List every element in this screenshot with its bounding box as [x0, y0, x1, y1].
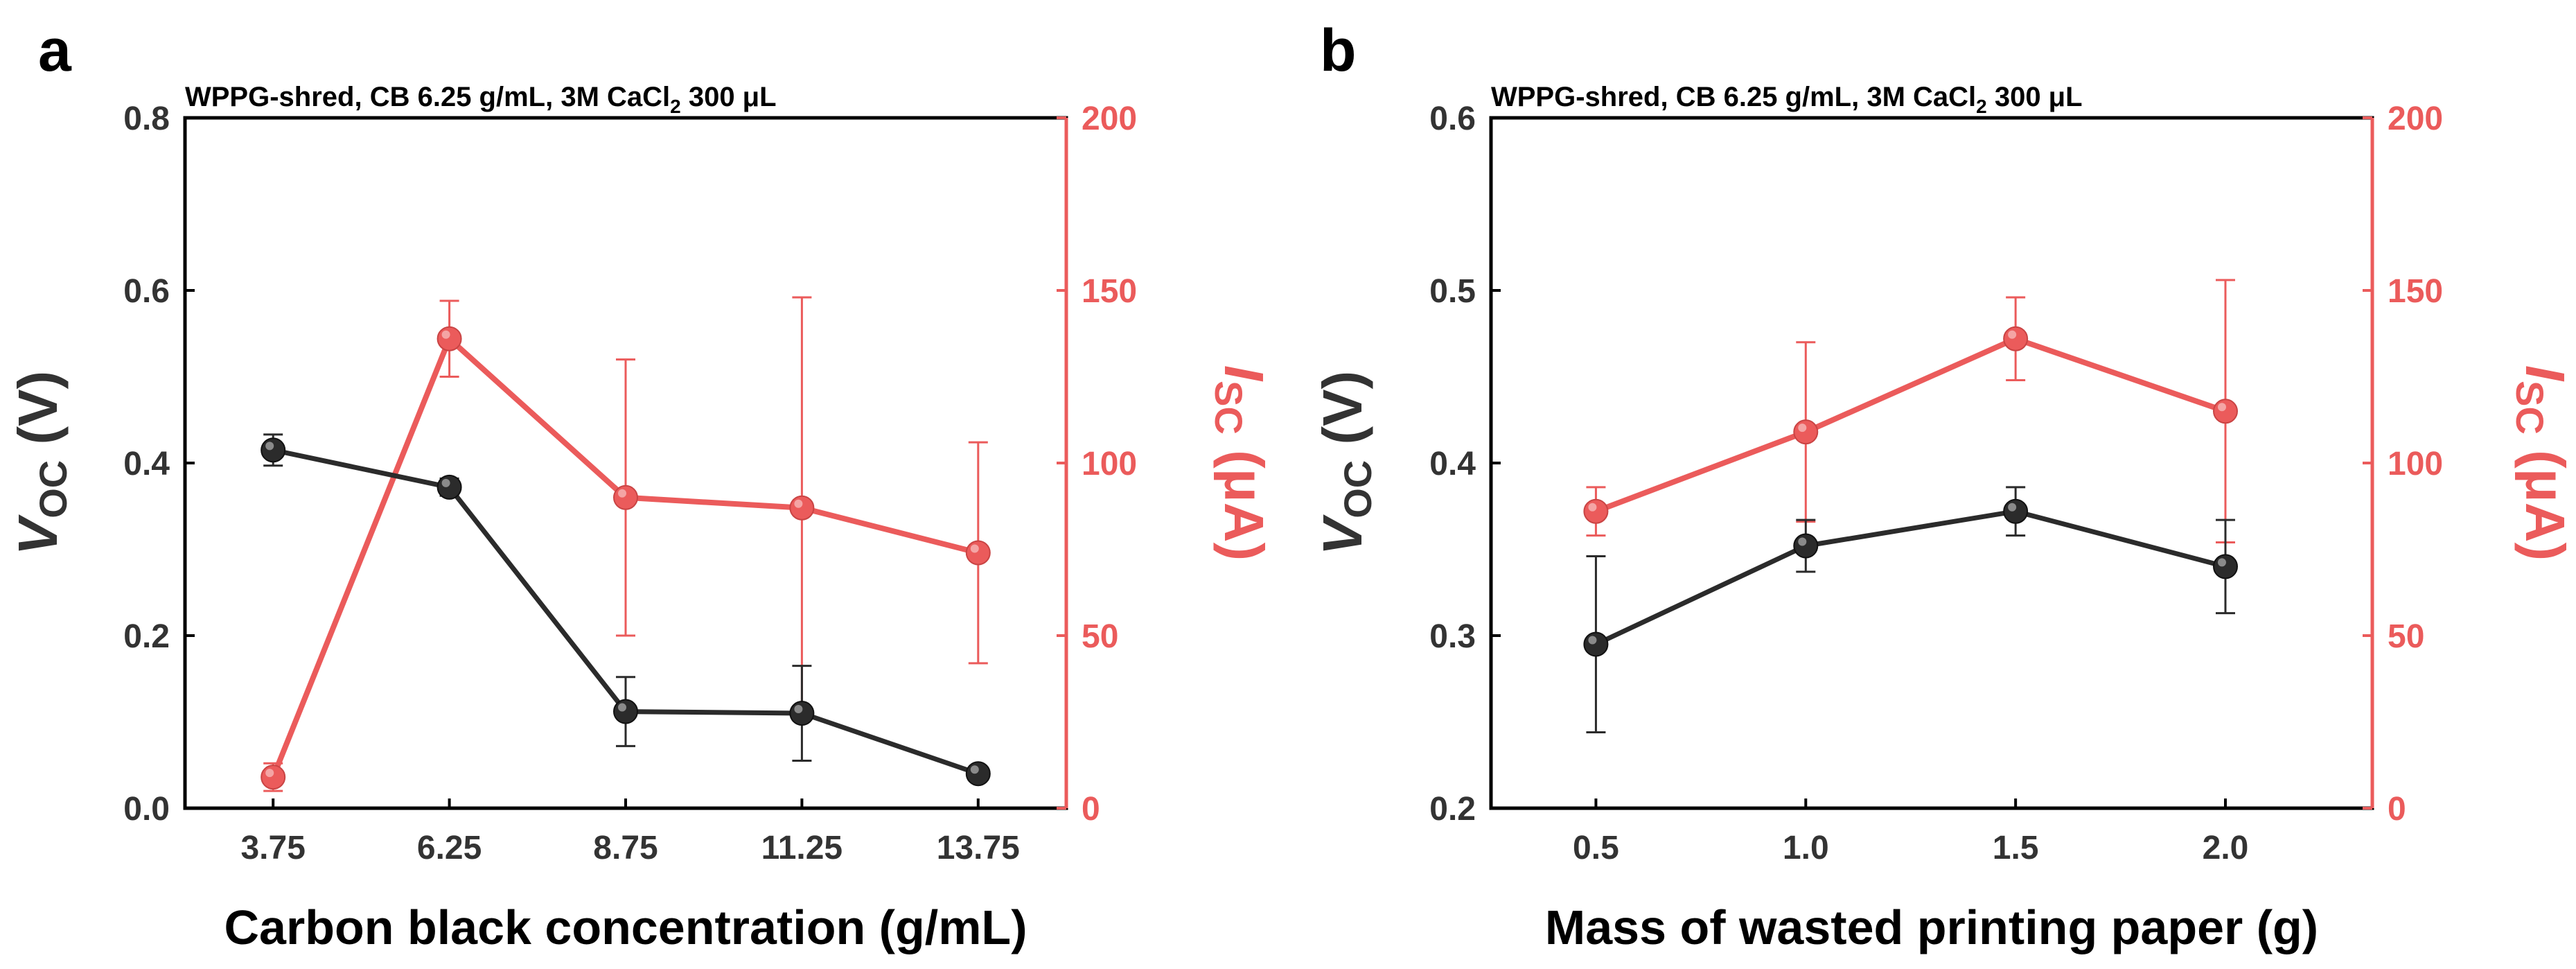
x-tick-label: 8.75 [593, 830, 658, 866]
x-tick-label: 6.25 [417, 830, 482, 866]
y2-tick-label: 0 [1082, 791, 1100, 828]
voc-data-point [2003, 498, 2029, 524]
voc-data-point [789, 701, 815, 726]
isc-marker-highlight [1798, 424, 1807, 433]
isc-series-a [261, 296, 991, 792]
panel-b: b WPPG-shred, CB 6.25 g/mL, 3M CaCl2 300… [1312, 17, 2576, 954]
y2-tick-label: 200 [1082, 101, 1137, 137]
voc-marker-highlight [618, 703, 626, 712]
voc-data-point [1793, 533, 1819, 559]
voc-marker-highlight [265, 442, 274, 451]
y2-tick-label: 100 [2388, 446, 2443, 482]
isc-data-point [2003, 326, 2029, 351]
voc-marker-highlight [970, 765, 979, 774]
y2-axis-title-b: ISC (μA) [2508, 365, 2576, 561]
y2-tick-label: 200 [2388, 101, 2443, 137]
voc-marker-highlight [794, 705, 803, 714]
voc-data-point [2213, 554, 2238, 579]
y-tick-label: 0.4 [123, 446, 170, 482]
voc-marker-highlight [441, 478, 450, 487]
voc-marker-highlight [2008, 503, 2017, 512]
chart-title-b: WPPG-shred, CB 6.25 g/mL, 3M CaCl2 300 μ… [1491, 82, 2083, 117]
y-axis-title-a: VOC (V) [7, 371, 75, 555]
y2-tick-label: 150 [1082, 273, 1137, 310]
x-tick-label: 0.5 [1573, 830, 1619, 866]
x-tick-label: 11.25 [761, 830, 843, 866]
x-tick-label: 2.0 [2203, 830, 2249, 866]
isc-marker-highlight [2008, 330, 2017, 339]
y-tick-label: 0.2 [123, 618, 170, 655]
y2-tick-label: 100 [1082, 446, 1137, 482]
isc-data-point [2213, 399, 2238, 424]
isc-marker-highlight [1588, 503, 1597, 512]
panel-a: a WPPG-shred, CB 6.25 g/mL, 3M CaCl2 300… [7, 17, 1275, 954]
x-tick-label: 1.0 [1783, 830, 1829, 866]
y-tick-label: 0.4 [1429, 446, 1476, 482]
y2-tick-label: 0 [2388, 791, 2406, 828]
isc-series-line [1594, 335, 2227, 514]
voc-data-point [1583, 631, 1609, 657]
voc-series-b [1583, 486, 2238, 733]
isc-data-point [613, 484, 638, 510]
y2-tick-label: 150 [2388, 273, 2443, 310]
isc-marker-highlight [970, 544, 979, 553]
x-tick-label: 3.75 [240, 830, 305, 866]
voc-series-line [1594, 509, 2226, 647]
x-tick-label: 1.5 [1993, 830, 2039, 866]
isc-data-point [789, 495, 815, 521]
isc-data-point [436, 326, 462, 351]
isc-marker-highlight [265, 769, 274, 778]
panel-letter-b: b [1320, 17, 1357, 84]
voc-data-point [613, 699, 638, 724]
isc-data-point [261, 765, 286, 790]
isc-marker-highlight [794, 499, 803, 508]
plot-frame-b [1489, 116, 2374, 810]
axes-a: 0.0 0.2 0.4 0.6 0.8 0 50 100 150 200 3.75 6.25 8.75 1… [123, 101, 1137, 866]
x-axis-title-a: Carbon black concentration (g/mL) [224, 900, 1027, 954]
isc-marker-highlight [441, 330, 450, 339]
y2-tick-label: 50 [2388, 618, 2424, 655]
voc-series-a [261, 433, 991, 787]
panel-letter-a: a [38, 17, 72, 84]
voc-data-point [436, 474, 462, 500]
isc-data-point [965, 540, 991, 566]
y-tick-label: 0.8 [123, 101, 170, 137]
y-tick-label: 0.0 [123, 791, 170, 828]
y-tick-label: 0.5 [1429, 273, 1476, 310]
isc-data-point [1583, 498, 1609, 524]
axes-b: 0.2 0.3 0.4 0.5 0.6 0 50 100 150 200 0.5 1.0 1.5 2.0 [1429, 101, 2443, 866]
y-tick-label: 0.3 [1429, 618, 1476, 655]
voc-data-point [965, 761, 991, 787]
voc-data-point [261, 437, 286, 463]
y-axis-title-b: VOC (V) [1312, 371, 1379, 555]
y-tick-label: 0.2 [1429, 791, 1476, 828]
chart-title-a: WPPG-shred, CB 6.25 g/mL, 3M CaCl2 300 μ… [185, 82, 777, 117]
x-tick-label: 13.75 [937, 830, 1020, 866]
y-tick-label: 0.6 [1429, 101, 1476, 137]
voc-marker-highlight [1588, 636, 1597, 645]
y2-tick-label: 50 [1082, 618, 1118, 655]
isc-series-b [1583, 279, 2238, 544]
isc-marker-highlight [618, 489, 626, 498]
isc-data-point [1793, 419, 1819, 445]
voc-marker-highlight [1798, 537, 1807, 546]
y-tick-label: 0.6 [123, 273, 170, 310]
x-axis-title-b: Mass of wasted printing paper (g) [1545, 900, 2318, 954]
y2-axis-title-a: ISC (μA) [1207, 365, 1275, 561]
isc-marker-highlight [2218, 403, 2226, 412]
voc-marker-highlight [2218, 558, 2226, 567]
